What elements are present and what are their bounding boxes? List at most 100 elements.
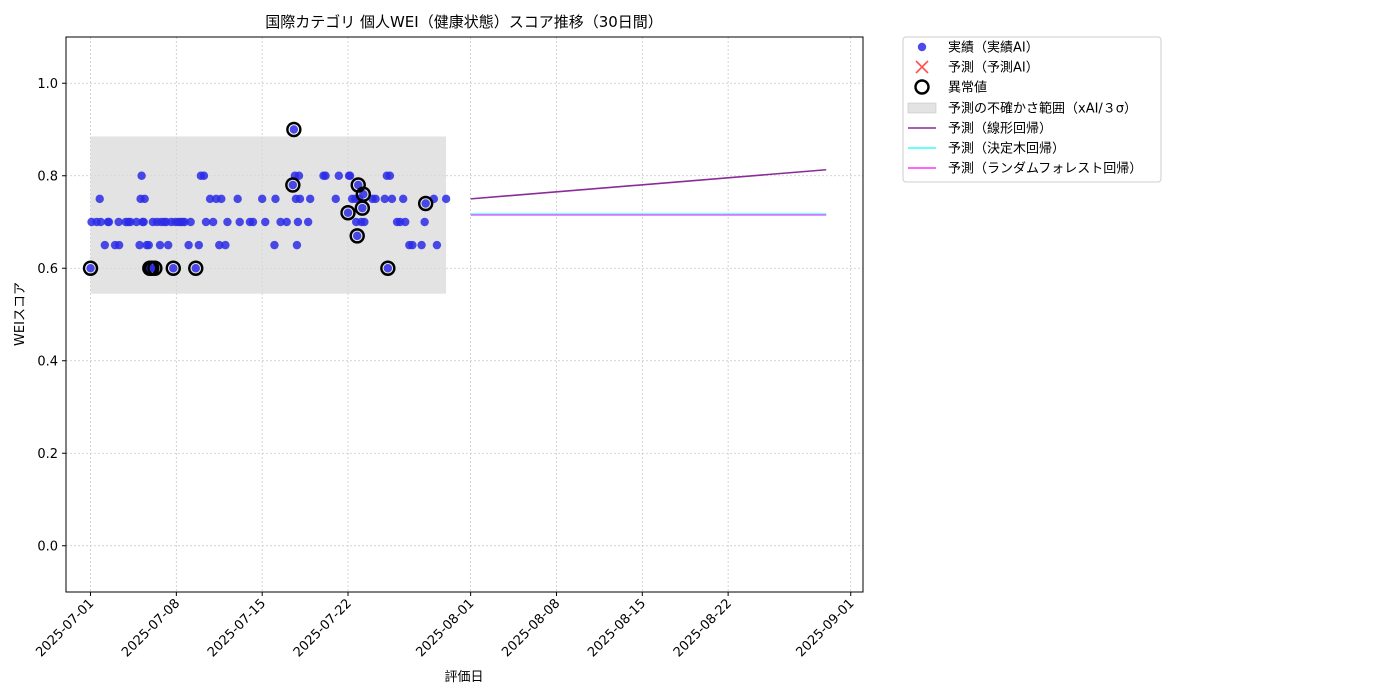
x-tick-label: 2025-08-22 — [671, 596, 735, 660]
x-tick-label: 2025-07-22 — [291, 596, 355, 660]
actual-point — [271, 194, 280, 204]
actual-point — [126, 217, 135, 227]
actual-point — [383, 264, 393, 273]
actual-point — [95, 194, 104, 204]
actual-point — [321, 171, 330, 180]
actual-point — [398, 194, 408, 204]
actual-point — [137, 171, 146, 180]
actual-point — [293, 217, 303, 227]
actual-point — [294, 171, 304, 180]
actual-point — [100, 240, 110, 250]
actual-point — [417, 240, 426, 250]
x-tick-label: 2025-07-01 — [33, 596, 97, 660]
x-axis-label: 評価日 — [444, 670, 483, 685]
actual-point — [235, 217, 244, 227]
actual-point — [331, 194, 340, 204]
x-tick-label: 2025-07-15 — [205, 596, 269, 660]
actual-point — [421, 199, 430, 208]
actual-point — [380, 194, 389, 204]
legend-marker-actual — [917, 42, 927, 52]
y-tick-label: 0.8 — [37, 169, 58, 184]
actual-point — [441, 194, 451, 204]
actual-point — [257, 194, 267, 204]
actual-point — [223, 217, 232, 227]
legend-label-band: 予測の不確かさ範囲（xAI/３σ） — [948, 101, 1137, 117]
actual-point — [205, 194, 215, 204]
actual-point — [114, 217, 123, 227]
actual-point — [385, 171, 395, 180]
plot-frame — [65, 36, 864, 593]
legend-box — [902, 36, 1162, 183]
actual-point — [96, 217, 105, 227]
y-axis-label: WEIスコア — [13, 282, 28, 346]
actual-point — [186, 217, 195, 227]
actual-point — [292, 240, 302, 250]
actual-point — [139, 217, 148, 227]
y-tick-label: 1.0 — [37, 77, 58, 92]
x-tick-label: 2025-09-01 — [794, 596, 858, 660]
actual-point — [191, 264, 200, 273]
actual-point — [360, 217, 369, 227]
actual-point — [345, 171, 355, 180]
x-tick-label: 2025-07-08 — [119, 596, 183, 660]
actual-point — [199, 171, 209, 180]
actual-point — [180, 217, 189, 227]
legend-label-linear: 予測（線形回帰） — [948, 121, 1052, 137]
anomaly-marker — [286, 121, 302, 138]
anomaly-marker — [340, 205, 356, 221]
actual-point — [420, 217, 429, 227]
actual-point — [334, 171, 344, 180]
legend-label-anomaly: 異常値 — [948, 80, 987, 96]
anomaly-markers-layer — [82, 121, 434, 276]
legend-marker-anomaly — [914, 79, 930, 95]
y-tick-label: 0.4 — [37, 354, 58, 369]
legend-marker-band — [907, 102, 937, 114]
anomaly-marker — [82, 260, 99, 276]
actual-point — [261, 217, 270, 227]
legend-label-predicted: 予測（予測AI） — [948, 61, 1039, 76]
actual-point — [221, 240, 230, 250]
actual-point — [270, 240, 279, 250]
anomaly-marker — [417, 195, 434, 212]
actual-point — [194, 240, 204, 250]
actual-point — [401, 217, 410, 227]
actual-point — [114, 240, 124, 250]
actual-points-layer — [86, 125, 451, 273]
actual-point — [371, 194, 380, 204]
actual-point — [359, 190, 368, 199]
y-tick-label: 0.0 — [37, 539, 58, 554]
actual-point — [215, 240, 224, 250]
anomaly-marker — [147, 260, 163, 276]
x-axis: 2025-07-01 2025-07-08 2025-07-15 2025-07-22… — [33, 592, 858, 660]
anomaly-marker — [165, 260, 181, 276]
actual-point — [135, 240, 144, 250]
actual-point — [354, 180, 363, 190]
actual-point — [387, 194, 397, 204]
actual-point — [248, 217, 258, 227]
y-axis: 0.0 0.2 0.4 0.6 0.8 1.0 — [37, 77, 66, 554]
legend-marker-predicted — [915, 60, 929, 74]
actual-point — [144, 240, 153, 250]
grid — [66, 37, 863, 592]
actual-point — [306, 194, 315, 204]
actual-point — [217, 194, 226, 204]
actual-point — [155, 240, 165, 250]
anomaly-marker — [188, 260, 204, 276]
legend-label-forest: 予測（ランダムフォレスト回帰） — [948, 161, 1142, 177]
legend-label-actual: 実績（実績AI） — [948, 40, 1039, 56]
actual-point — [201, 217, 211, 227]
actual-point — [295, 194, 305, 204]
x-tick-label: 2025-08-08 — [499, 596, 563, 660]
x-tick-label: 2025-08-01 — [413, 596, 477, 660]
actual-point — [358, 203, 367, 213]
anomaly-marker — [349, 228, 365, 244]
actual-point — [303, 217, 313, 227]
y-tick-label: 0.2 — [37, 447, 58, 462]
actual-point — [86, 264, 95, 273]
actual-point — [432, 240, 442, 250]
legend-label-tree: 予測（決定木回帰） — [948, 141, 1065, 157]
actual-point — [208, 217, 218, 227]
actual-point — [132, 217, 141, 227]
